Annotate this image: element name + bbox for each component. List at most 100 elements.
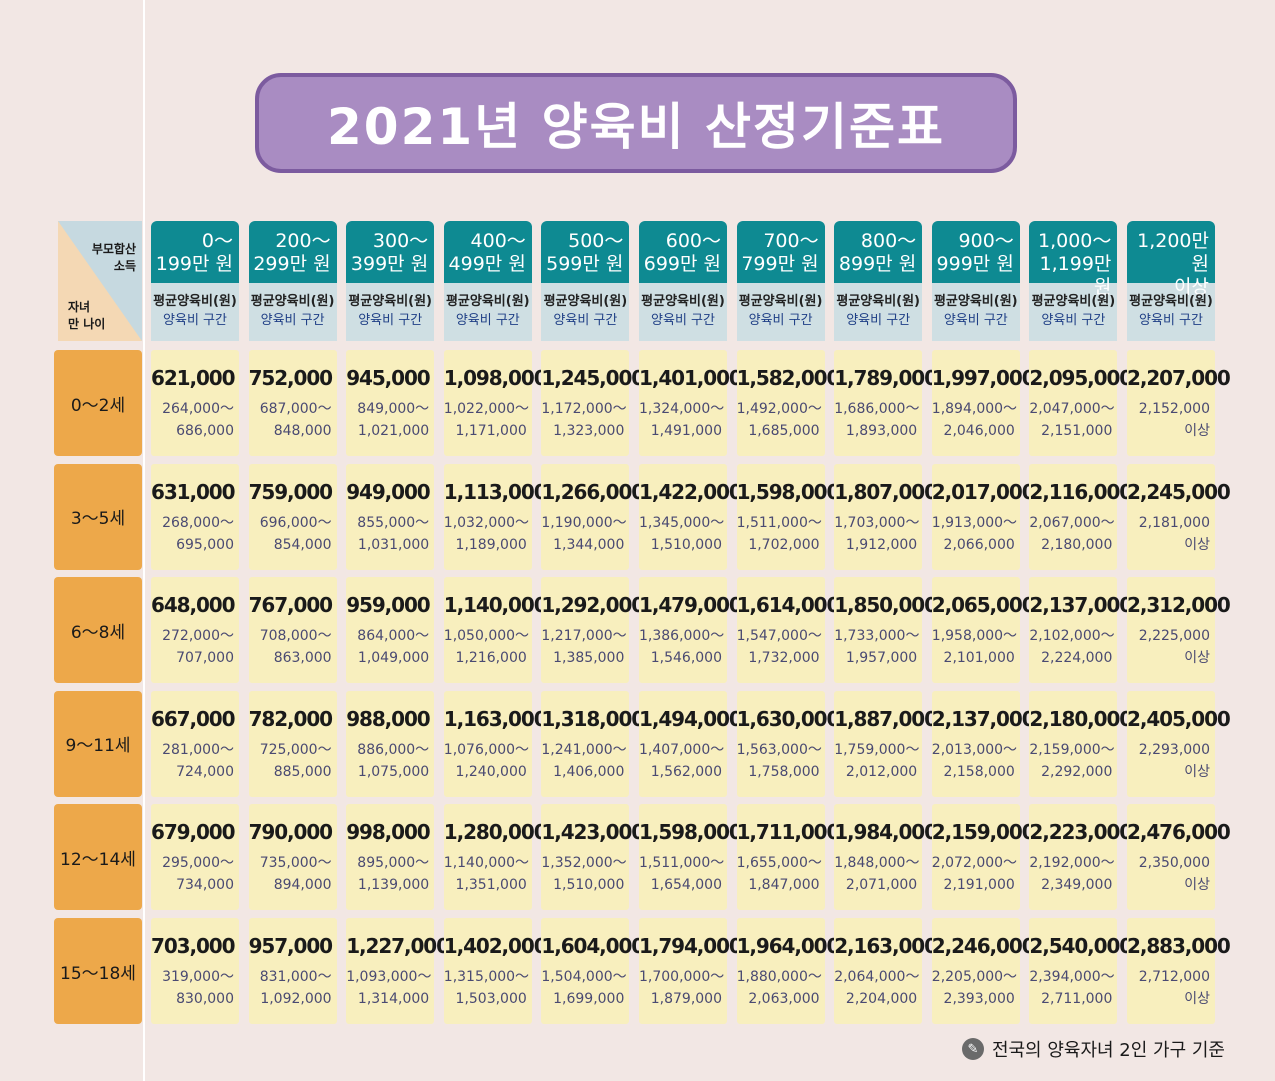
cost-range-from: 2,181,000 — [1138, 514, 1210, 531]
cost-range-to: 1,049,000 — [357, 650, 430, 667]
cost-range-from: 1,511,000～ — [736, 514, 822, 531]
average-cost-value: 1,582,000 — [736, 366, 841, 390]
table-cell: 1,598,000 1,511,000～ 1,654,000 — [639, 804, 743, 911]
cost-range-from: 1,140,000～ — [443, 855, 530, 872]
cost-range-from: 295,000～ — [162, 855, 234, 872]
cost-range-from: 1,759,000～ — [834, 741, 920, 758]
cost-range-from: 1,563,000～ — [736, 741, 822, 758]
income-range-label: 300～ 399만 원 — [346, 221, 435, 283]
cost-range-to: 1,654,000 — [650, 877, 722, 894]
column-subheader: 평균양육비(원) 양육비 구간 — [639, 283, 727, 341]
income-range-line2: 799만 원 — [741, 253, 819, 275]
cost-range-from: 1,492,000～ — [736, 401, 822, 417]
column-subheader: 평균양육비(원) 양육비 구간 — [443, 283, 532, 341]
average-cost-value: 1,401,000 — [639, 366, 743, 390]
age-row-header: 6～8세 — [54, 577, 142, 684]
column-header: 1,000～ 1,199만 원 평균양육비(원) 양육비 구간 — [1029, 221, 1118, 341]
table-cell: 1,850,000 1,733,000～ 1,957,000 — [834, 577, 938, 684]
average-cost-value: 2,116,000 — [1029, 479, 1133, 504]
average-cost-label: 평균양육비(원) — [153, 294, 237, 309]
income-range-line2: 299만 원 — [253, 253, 331, 275]
average-cost-value: 1,098,000 — [443, 366, 548, 390]
average-cost-value: 945,000 — [346, 366, 431, 390]
cost-range-label: 양육비 구간 — [163, 313, 227, 328]
cost-range-to: 1,406,000 — [553, 763, 625, 780]
cost-range-to: 2,224,000 — [1041, 650, 1113, 667]
table-cell: 1,401,000 1,324,000～ 1,491,000 — [639, 350, 743, 456]
cost-range-from: 2,712,000 — [1138, 969, 1210, 985]
table-cell: 1,292,000 1,217,000～ 1,385,000 — [541, 577, 645, 684]
average-cost-value: 1,318,000 — [541, 706, 645, 731]
average-cost-value: 2,017,000 — [931, 479, 1036, 504]
cost-range-label: 양육비 구간 — [943, 313, 1008, 328]
cost-range-from: 1,050,000～ — [443, 628, 530, 645]
cost-range-to: 2,158,000 — [943, 763, 1015, 780]
table-cell: 2,159,000 2,072,000～ 2,191,000 — [931, 804, 1036, 911]
cost-range-from: 725,000～ — [259, 741, 332, 758]
average-cost-value: 2,245,000 — [1127, 479, 1231, 504]
average-cost-value: 2,159,000 — [931, 820, 1036, 845]
cost-range-to: 1,879,000 — [650, 991, 722, 1007]
average-cost-value: 2,207,000 — [1127, 366, 1231, 390]
average-cost-label: 평균양육비(원) — [445, 294, 530, 309]
table-cell: 998,000 895,000～ 1,139,000 — [346, 804, 435, 911]
table-cell: 2,017,000 1,913,000～ 2,066,000 — [931, 463, 1036, 570]
average-cost-value: 679,000 — [151, 820, 236, 845]
cost-range-to: 1,685,000 — [748, 423, 820, 439]
average-cost-value: 1,598,000 — [639, 820, 743, 845]
cost-range-from: 1,032,000～ — [443, 514, 530, 531]
column-header: 700～ 799만 원 평균양육비(원) 양육비 구간 — [736, 221, 825, 341]
cost-range-from: 895,000～ — [357, 855, 430, 872]
average-cost-value: 1,630,000 — [736, 706, 841, 731]
average-cost-label: 평균양육비(원) — [836, 294, 921, 309]
table-cell: 1,598,000 1,511,000～ 1,702,000 — [736, 463, 840, 570]
cost-range-label: 양육비 구간 — [748, 313, 813, 328]
cost-range-from: 1,315,000～ — [443, 969, 530, 985]
average-cost-value: 2,540,000 — [1029, 934, 1133, 958]
table-cell: 2,405,000 2,293,000 이상 — [1127, 690, 1231, 797]
table-cell: 2,137,000 2,013,000～ 2,158,000 — [931, 690, 1036, 797]
cost-range-to: 이상 — [1184, 991, 1210, 1007]
cost-range-from: 886,000～ — [357, 741, 430, 758]
table-cell: 2,476,000 2,350,000 이상 — [1127, 804, 1231, 911]
average-cost-value: 1,292,000 — [541, 593, 645, 618]
cost-range-to: 1,957,000 — [845, 650, 918, 667]
table-cell: 790,000 735,000～ 894,000 — [248, 804, 337, 911]
cost-range-to: 734,000 — [176, 877, 234, 894]
cost-range-label: 양육비 구간 — [1139, 313, 1203, 328]
column-header: 1,200만 원 이상 평균양육비(원) 양육비 구간 — [1127, 221, 1215, 341]
average-cost-value: 1,789,000 — [834, 366, 938, 390]
average-cost-value: 1,266,000 — [541, 479, 645, 504]
income-range-line2: 499만 원 — [448, 253, 526, 275]
cost-range-to: 2,292,000 — [1041, 763, 1113, 780]
table-cell: 2,065,000 1,958,000～ 2,101,000 — [931, 577, 1036, 684]
income-range-label: 500～ 599만 원 — [541, 221, 630, 283]
average-cost-label: 평균양육비(원) — [1129, 294, 1213, 309]
average-cost-value: 1,402,000 — [443, 934, 548, 958]
cost-range-to: 2,012,000 — [845, 763, 918, 780]
average-cost-value: 1,807,000 — [834, 479, 938, 504]
column-subheader: 평균양육비(원) 양육비 구간 — [1127, 283, 1215, 341]
corner-income-label: 부모합산 소득 — [92, 241, 136, 275]
cost-range-from: 735,000～ — [259, 855, 332, 872]
average-cost-value: 790,000 — [248, 820, 334, 845]
cost-range-to: 863,000 — [273, 650, 332, 667]
average-cost-value: 2,180,000 — [1029, 706, 1133, 731]
cost-range-from: 2,152,000 — [1138, 401, 1210, 417]
table-cell: 1,245,000 1,172,000～ 1,323,000 — [541, 350, 645, 456]
cost-range-to: 707,000 — [176, 650, 234, 667]
cost-range-to: 1,847,000 — [748, 877, 820, 894]
page-title-text: 2021년 양육비 산정기준표 — [327, 98, 945, 156]
cost-range-from: 1,093,000～ — [346, 969, 432, 985]
table-cell: 767,000 708,000～ 863,000 — [248, 577, 337, 684]
income-range-line1: 1,200만 원 — [1137, 230, 1209, 275]
average-cost-value: 1,984,000 — [834, 820, 938, 845]
income-range-line2: 699만 원 — [643, 253, 721, 275]
table-cell: 949,000 855,000～ 1,031,000 — [346, 463, 435, 570]
income-range-line2: 399만 원 — [350, 253, 429, 275]
cost-range-label: 양육비 구간 — [651, 313, 715, 328]
cost-range-from: 1,686,000～ — [834, 401, 920, 417]
cost-range-from: 2,293,000 — [1138, 741, 1210, 758]
table-cell: 759,000 696,000～ 854,000 — [248, 463, 337, 570]
income-range-line1: 700～ — [763, 230, 819, 252]
